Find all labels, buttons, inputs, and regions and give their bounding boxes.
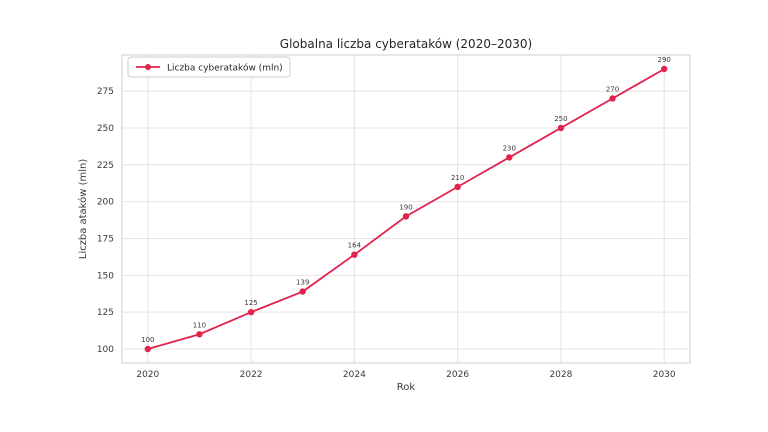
data-point-marker (351, 251, 358, 258)
data-point-label: 190 (399, 203, 412, 211)
data-point-label: 100 (141, 336, 154, 344)
gridlines (122, 55, 690, 363)
data-point-label: 250 (554, 115, 567, 123)
y-tick-label: 225 (97, 161, 114, 171)
x-tick-label: 2020 (136, 370, 159, 380)
data-point-label: 125 (244, 299, 257, 307)
y-tick-label: 125 (97, 308, 114, 318)
data-point-label: 139 (296, 279, 309, 287)
x-tick-label: 2024 (343, 370, 366, 380)
plot-border-rect (121, 54, 691, 364)
y-tick-label: 200 (97, 198, 114, 208)
chart-title: Globalna liczba cyberataków (2020–2030) (280, 37, 532, 51)
data-point-marker (247, 308, 255, 316)
data-point-label: 164 (348, 242, 362, 250)
line-series (144, 65, 668, 353)
data-point-label: 230 (503, 144, 516, 152)
data-point-marker (402, 213, 410, 220)
data-point-marker (144, 345, 152, 353)
plot-border (121, 54, 691, 364)
data-point-labels: 100 110 125 139 164 190 210 230 250 270 290 (141, 56, 671, 344)
legend-marker-icon (145, 64, 151, 70)
data-point-label: 290 (657, 56, 670, 64)
legend-box (127, 56, 291, 78)
y-tick-label: 275 (97, 87, 114, 97)
y-tick-label: 250 (97, 124, 114, 134)
data-point-label: 270 (606, 85, 619, 93)
data-point-label: 110 (193, 321, 206, 329)
data-point-marker (506, 154, 513, 161)
x-tick-label: 2030 (653, 370, 676, 380)
y-tick-label: 150 (97, 271, 114, 281)
data-point-marker (609, 95, 616, 102)
axis-tick-labels: 100 125 150 175 200 225 250 275 2020 2022 2024 2026… (97, 87, 676, 380)
legend: Liczba cyberataków (mln) (127, 56, 291, 78)
y-tick-label: 175 (97, 234, 114, 244)
data-point-marker (454, 183, 461, 191)
data-point-marker (660, 65, 668, 73)
legend-label: Liczba cyberataków (mln) (167, 63, 283, 74)
x-tick-label: 2028 (549, 370, 572, 380)
x-tick-label: 2022 (240, 370, 263, 380)
data-point-marker (299, 288, 306, 295)
y-axis-label: Liczba ataków (mln) (77, 159, 89, 260)
x-tick-label: 2026 (446, 370, 469, 380)
data-point-marker (196, 331, 203, 338)
data-point-marker (557, 124, 565, 132)
data-point-label: 210 (451, 174, 464, 182)
x-axis-label: Rok (397, 382, 416, 393)
y-tick-label: 100 (97, 345, 114, 355)
